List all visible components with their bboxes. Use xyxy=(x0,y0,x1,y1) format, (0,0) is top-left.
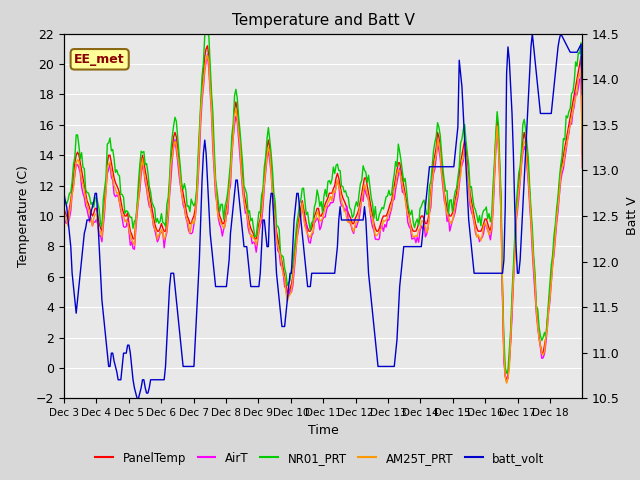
Legend: PanelTemp, AirT, NR01_PRT, AM25T_PRT, batt_volt: PanelTemp, AirT, NR01_PRT, AM25T_PRT, ba… xyxy=(91,447,549,469)
Y-axis label: Batt V: Batt V xyxy=(625,197,639,235)
X-axis label: Time: Time xyxy=(308,424,339,437)
Y-axis label: Temperature (C): Temperature (C) xyxy=(17,165,30,267)
Title: Temperature and Batt V: Temperature and Batt V xyxy=(232,13,415,28)
Text: EE_met: EE_met xyxy=(74,53,125,66)
